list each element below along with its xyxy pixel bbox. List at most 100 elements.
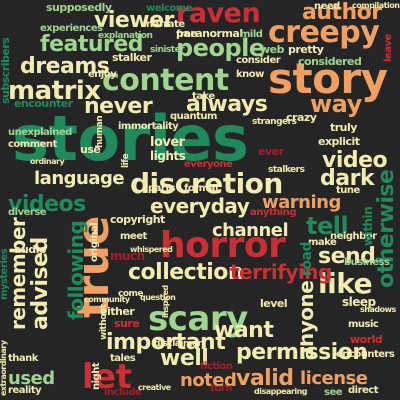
word-stalker: stalker xyxy=(112,51,152,64)
word-disappearing: disappearing xyxy=(254,387,308,396)
word-always: always xyxy=(186,92,268,117)
word-copyright: copyright xyxy=(110,213,165,226)
word-warning: warning xyxy=(262,192,341,213)
word-within: within xyxy=(361,206,375,246)
word-everyday: everyday xyxy=(150,194,250,218)
word-night: night xyxy=(91,362,102,390)
word-tune: tune xyxy=(336,185,360,196)
word-dark: dark xyxy=(320,166,375,191)
word-noted: noted xyxy=(180,370,237,391)
word-explanation: explanation xyxy=(98,31,153,41)
word-strangers: strangers xyxy=(252,117,297,127)
word-see: see xyxy=(324,387,343,398)
word-author: author xyxy=(302,0,382,25)
word-viewer: viewer xyxy=(94,8,174,33)
word-enjoy: enjoy xyxy=(88,69,117,80)
word-know: know xyxy=(236,69,264,80)
word-either: either xyxy=(100,305,135,318)
word-stalkers: stalkers xyxy=(268,165,305,175)
word-sure: sure xyxy=(114,317,140,330)
word-never: never xyxy=(84,94,153,119)
word-sleep: sleep xyxy=(342,295,376,309)
word-need: need xyxy=(314,1,340,12)
word-lover: lover xyxy=(150,135,185,150)
word-encounters: encounters xyxy=(336,349,395,360)
word-mild: mild xyxy=(240,29,263,40)
word-channel: channel xyxy=(212,220,289,241)
word-anyone: anyone xyxy=(294,280,318,360)
word-anything: anything xyxy=(250,207,297,218)
word-explicit: explicit xyxy=(318,135,360,148)
word-license: license xyxy=(300,368,368,389)
word-send: send xyxy=(318,244,376,269)
word-include: include xyxy=(104,387,142,398)
word-unexplained: unexplained xyxy=(8,127,72,138)
word-make: make xyxy=(308,237,337,248)
word-fiction: fiction xyxy=(200,361,233,372)
word-web: web xyxy=(260,43,285,56)
word-like: like xyxy=(318,267,373,300)
word-lights: lights xyxy=(150,149,186,163)
word-compilation: compilation xyxy=(352,1,400,10)
word-people: people xyxy=(176,34,265,62)
word-ever: ever xyxy=(258,145,284,158)
word-disclaimer: disclaimer xyxy=(154,339,202,349)
word-want: want xyxy=(214,318,274,343)
word-use: use xyxy=(80,143,101,156)
word-mysteries: mysteries xyxy=(0,248,10,300)
word-scary: scary xyxy=(148,299,248,339)
word-level: level xyxy=(260,297,288,310)
word-ordinary: ordinary xyxy=(30,157,65,166)
word-tell: tell xyxy=(306,212,349,240)
word-much: much xyxy=(110,249,145,263)
word-truly: truly xyxy=(330,121,357,134)
word-permission: permission xyxy=(236,340,368,365)
word-valid: valid xyxy=(236,366,294,391)
word-considered: considered xyxy=(298,55,362,68)
word-immortality: immortality xyxy=(118,121,179,132)
word-consider: consider xyxy=(236,55,281,66)
word-language: language xyxy=(34,168,125,189)
word-neighbor: neighbor xyxy=(330,231,377,242)
word-well: well xyxy=(160,346,209,371)
word-sinister: sinister xyxy=(150,45,185,55)
word-life: life xyxy=(121,153,131,168)
word-leave: leave xyxy=(383,34,394,62)
word-free: free xyxy=(176,29,197,40)
word-discretion: discretion xyxy=(130,167,283,200)
word-direct: direct xyxy=(348,385,379,396)
word-pretty: pretty xyxy=(288,43,324,56)
word-videos: videos xyxy=(8,192,86,217)
word-shadows: shadows xyxy=(360,305,396,314)
word-featured: featured xyxy=(40,32,144,57)
word-terrifying: terrifying xyxy=(230,260,332,284)
word-welcome: welcome xyxy=(146,3,192,14)
word-road: road xyxy=(299,242,315,276)
word-creepy: creepy xyxy=(268,15,380,50)
word-reality: reality xyxy=(8,385,42,396)
word-dreams: dreams xyxy=(20,54,110,79)
word-encounter: encounter xyxy=(14,97,73,110)
word-music: music xyxy=(348,319,379,330)
word-narrate: narrate xyxy=(146,19,185,30)
word-stories: stories xyxy=(12,102,249,175)
word-raven: raven xyxy=(176,0,261,29)
word-format: format xyxy=(184,183,220,194)
word-video: video xyxy=(322,148,388,173)
word-parts: parts xyxy=(148,183,176,194)
word-thank: thank xyxy=(8,353,38,364)
word-story: story xyxy=(268,54,388,103)
word-original: original xyxy=(89,222,100,262)
word-let: let xyxy=(82,357,132,397)
word-community: community xyxy=(84,295,130,304)
word-audio: audio xyxy=(14,243,46,256)
word-question: question xyxy=(140,293,176,302)
word-collection: collection xyxy=(128,260,244,285)
word-without: without xyxy=(99,304,109,340)
word-take: take xyxy=(192,91,215,102)
word-meet: meet xyxy=(120,231,147,242)
word-comment: comment xyxy=(8,139,57,150)
word-crazy: crazy xyxy=(286,111,317,124)
word-remember: remember xyxy=(6,217,30,330)
